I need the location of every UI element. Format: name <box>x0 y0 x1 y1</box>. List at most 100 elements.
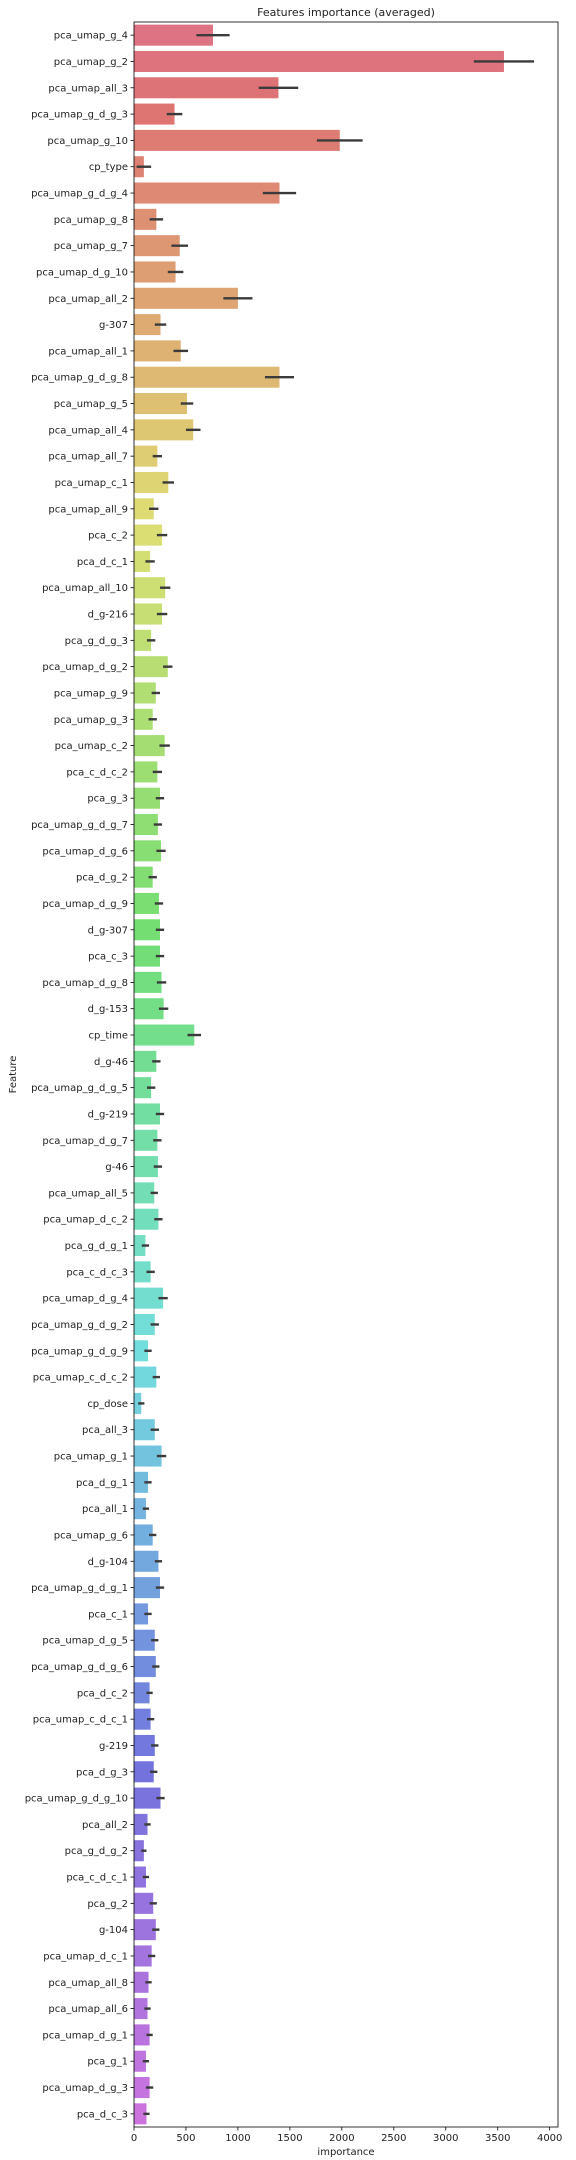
xtick-label-500: 500 <box>176 2133 195 2144</box>
bar-pca_umap_g_3 <box>134 708 153 730</box>
x-axis-label: importance <box>317 2147 374 2158</box>
ytick-label-pca_all_3: pca_all_3 <box>82 1425 128 1436</box>
ytick-label-pca_umap_d_g_2: pca_umap_d_g_2 <box>42 662 128 673</box>
bar-pca_umap_d_g_10 <box>134 261 176 283</box>
ytick-label-pca_d_g_1: pca_d_g_1 <box>76 1478 128 1489</box>
ytick-label-pca_d_g_2: pca_d_g_2 <box>76 873 128 884</box>
ytick-label-pca_umap_all_8: pca_umap_all_8 <box>48 1978 128 1989</box>
bar-pca_umap_g_d_g_8 <box>134 366 280 388</box>
bar-pca_umap_c_d_c_1 <box>134 1708 151 1730</box>
ytick-label-pca_g_d_g_1: pca_g_d_g_1 <box>65 1241 128 1252</box>
ytick-label-d_g-216: d_g-216 <box>88 610 128 621</box>
bar-d_g-219 <box>134 1103 160 1125</box>
ytick-label-pca_umap_d_g_8: pca_umap_d_g_8 <box>42 978 128 989</box>
bar-pca_umap_d_g_6 <box>134 840 162 862</box>
xtick-label-0: 0 <box>131 2133 137 2144</box>
ytick-label-pca_umap_g_d_g_3: pca_umap_g_d_g_3 <box>31 110 128 121</box>
ytick-label-cp_type: cp_type <box>89 162 128 173</box>
ytick-label-pca_umap_all_9: pca_umap_all_9 <box>48 504 128 515</box>
plot-frame <box>133 21 559 2128</box>
ytick-label-cp_time: cp_time <box>89 1031 128 1042</box>
bar-pca_umap_c_d_c_2 <box>134 1366 157 1388</box>
bar-pca_g_d_g_3 <box>134 629 152 651</box>
ytick-label-pca_umap_all_7: pca_umap_all_7 <box>48 452 128 463</box>
xtick-label-3000: 3000 <box>433 2133 458 2144</box>
ytick-label-pca_umap_g_d_g_2: pca_umap_g_d_g_2 <box>31 1320 128 1331</box>
bar-pca_umap_g_2 <box>134 50 504 72</box>
bar-g-104 <box>134 1919 156 1941</box>
ytick-label-d_g-46: d_g-46 <box>94 1057 128 1068</box>
bar-pca_umap_c_2 <box>134 735 165 757</box>
bars-layer <box>134 24 504 2125</box>
bar-d_g-216 <box>134 603 163 625</box>
ytick-label-pca_umap_g_7: pca_umap_g_7 <box>54 241 128 252</box>
bar-pca_umap_d_g_1 <box>134 2024 150 2046</box>
ytick-label-pca_umap_all_10: pca_umap_all_10 <box>42 583 128 594</box>
bar-d_g-46 <box>134 1050 157 1072</box>
bar-pca_umap_all_9 <box>134 498 154 520</box>
ytick-label-pca_umap_g_d_g_1: pca_umap_g_d_g_1 <box>31 1583 128 1594</box>
ytick-label-pca_umap_g_d_g_10: pca_umap_g_d_g_10 <box>25 1794 128 1805</box>
bar-pca_umap_g_d_g_4 <box>134 182 280 204</box>
bar-pca_umap_all_10 <box>134 577 166 599</box>
bar-pca_g_2 <box>134 1892 154 1914</box>
bar-pca_umap_g_10 <box>134 129 340 151</box>
bar-g-307 <box>134 314 161 336</box>
ytick-label-pca_umap_g_5: pca_umap_g_5 <box>54 399 128 410</box>
ytick-label-g-219: g-219 <box>99 1741 128 1752</box>
bar-pca_umap_g_6 <box>134 1524 153 1546</box>
chart-title: Features importance (averaged) <box>257 6 435 19</box>
bar-pca_umap_d_g_2 <box>134 656 168 678</box>
ytick-label-pca_umap_g_8: pca_umap_g_8 <box>54 215 128 226</box>
bar-pca_umap_g_d_g_3 <box>134 103 175 125</box>
bar-pca_umap_d_g_5 <box>134 1629 155 1651</box>
bar-pca_umap_g_d_g_1 <box>134 1577 160 1599</box>
bar-pca_d_c_1 <box>134 550 151 572</box>
ytick-label-pca_umap_g_d_g_7: pca_umap_g_d_g_7 <box>31 820 128 831</box>
bar-pca_umap_g_9 <box>134 682 156 704</box>
bar-pca_d_g_2 <box>134 866 153 888</box>
bar-pca_all_2 <box>134 1813 148 1835</box>
bar-d_g-153 <box>134 998 164 1020</box>
bar-pca_g_d_g_1 <box>134 1235 146 1257</box>
bar-pca_umap_g_5 <box>134 393 187 415</box>
bar-pca_umap_g_d_g_10 <box>134 1787 161 1809</box>
bar-pca_umap_d_g_9 <box>134 892 159 914</box>
ytick-label-pca_all_2: pca_all_2 <box>82 1820 128 1831</box>
ytick-label-pca_umap_c_d_c_2: pca_umap_c_d_c_2 <box>33 1373 128 1384</box>
ytick-label-pca_g_1: pca_g_1 <box>87 2057 128 2068</box>
bar-pca_umap_g_7 <box>134 235 180 257</box>
ytick-label-pca_umap_all_1: pca_umap_all_1 <box>48 346 128 357</box>
ytick-label-pca_c_d_c_1: pca_c_d_c_1 <box>66 1873 128 1884</box>
ytick-label-pca_umap_g_6: pca_umap_g_6 <box>54 1530 128 1541</box>
bar-pca_umap_all_1 <box>134 340 181 362</box>
bar-pca_umap_all_7 <box>134 445 158 467</box>
xtick-label-2000: 2000 <box>329 2133 354 2144</box>
ytick-label-pca_umap_d_g_7: pca_umap_d_g_7 <box>42 1136 128 1147</box>
bar-pca_g_3 <box>134 787 160 809</box>
ytick-label-pca_umap_d_c_1: pca_umap_d_c_1 <box>43 1951 128 1962</box>
ytick-label-pca_g_d_g_2: pca_g_d_g_2 <box>65 1846 128 1857</box>
bar-pca_c_d_c_3 <box>134 1261 151 1283</box>
ytick-label-pca_umap_g_1: pca_umap_g_1 <box>54 1452 128 1463</box>
ytick-label-pca_umap_g_d_g_9: pca_umap_g_d_g_9 <box>31 1346 128 1357</box>
bar-pca_umap_d_c_2 <box>134 1208 159 1230</box>
ytick-label-pca_umap_all_6: pca_umap_all_6 <box>48 2004 128 2015</box>
bar-pca_c_d_c_2 <box>134 761 158 783</box>
bar-pca_umap_g_1 <box>134 1445 162 1467</box>
bar-pca_umap_d_g_8 <box>134 971 162 993</box>
ytick-label-pca_umap_g_3: pca_umap_g_3 <box>54 715 128 726</box>
ytick-label-pca_umap_all_3: pca_umap_all_3 <box>48 83 128 94</box>
bar-pca_d_g_3 <box>134 1761 154 1783</box>
ytick-label-d_g-307: d_g-307 <box>88 925 128 936</box>
xtick-label-1500: 1500 <box>277 2133 302 2144</box>
bar-pca_umap_d_c_1 <box>134 1945 152 1967</box>
bar-pca_c_2 <box>134 524 163 546</box>
bar-g-46 <box>134 1156 158 1178</box>
ytick-label-d_g-153: d_g-153 <box>88 1004 128 1015</box>
bar-pca_all_3 <box>134 1419 155 1441</box>
xtick-label-1000: 1000 <box>225 2133 250 2144</box>
xtick-label-4000: 4000 <box>537 2133 562 2144</box>
ytick-label-pca_g_2: pca_g_2 <box>87 1899 128 1910</box>
ytick-label-g-307: g-307 <box>99 320 128 331</box>
